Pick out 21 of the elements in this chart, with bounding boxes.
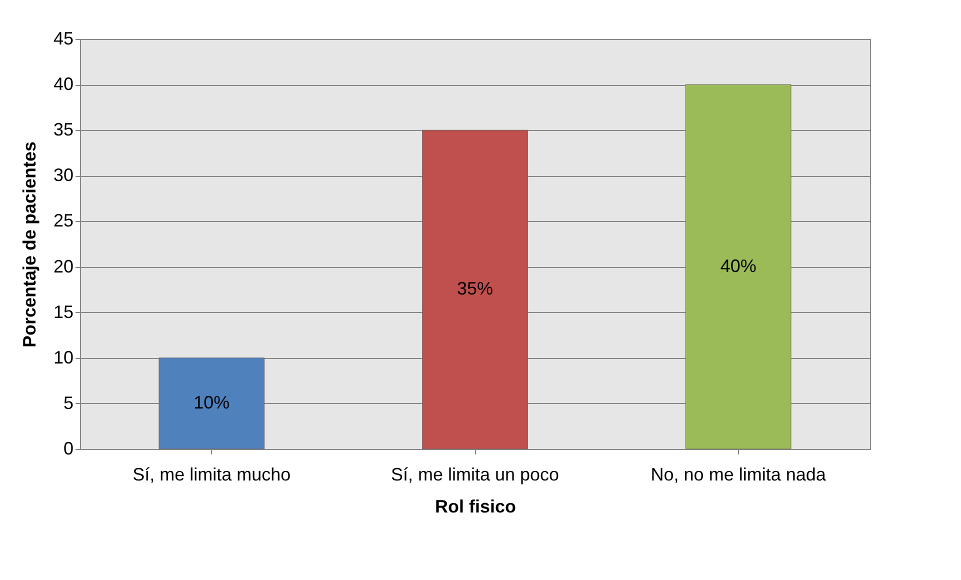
bar: [422, 130, 528, 450]
y-tick-label: 30: [53, 165, 74, 186]
y-tick-label: 45: [53, 28, 74, 48]
data-label: 40%: [720, 256, 756, 276]
x-axis-title: Rol fisico: [434, 496, 516, 516]
x-tick-label: Sí, me limita un poco: [390, 464, 560, 484]
y-tick-label: 0: [63, 438, 74, 458]
x-tick-label: Sí, me limita mucho: [132, 464, 291, 484]
data-label: 35%: [456, 278, 494, 299]
bar: [158, 358, 265, 450]
y-tick-label: 20: [53, 256, 74, 276]
data-label: 10%: [194, 392, 230, 412]
y-tick-label: 35: [53, 120, 74, 140]
y-axis-title: Porcentaje de pacientes: [19, 141, 40, 348]
bar: [685, 84, 792, 450]
y-tick-label: 5: [63, 392, 74, 413]
x-tick-label: No, no me limita nada: [650, 464, 827, 484]
y-tick-label: 40: [53, 74, 74, 94]
y-tick-label: 15: [53, 302, 74, 322]
y-tick-label: 25: [53, 210, 74, 231]
y-tick-label: 10: [53, 347, 74, 368]
